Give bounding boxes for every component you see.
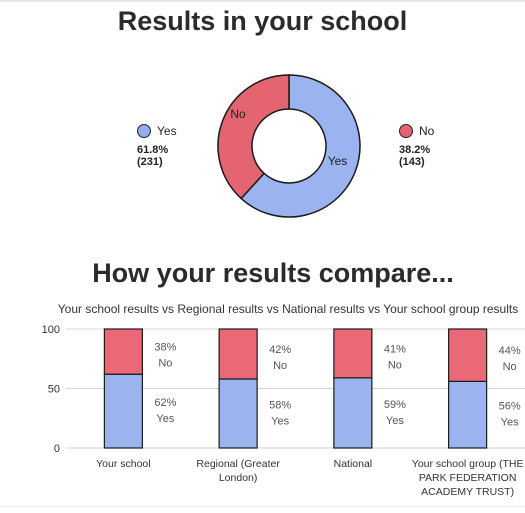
x-category-label: Your school (96, 458, 150, 470)
results-title: Results in your school (117, 6, 408, 36)
bar-yes (448, 380, 488, 449)
data-label-yes-name: Yes (271, 415, 289, 427)
data-label-no-name: No (158, 358, 172, 370)
yes-swatch-icon (137, 124, 151, 138)
legend-no-label: No (419, 124, 435, 138)
y-tick-label: 0 (54, 443, 60, 455)
x-category-label: Your school group (THE (412, 458, 524, 470)
legend-yes-label: Yes (157, 124, 177, 138)
top-divider (0, 0, 525, 2)
data-label-yes-percent: 58% (269, 399, 291, 411)
legend-no-percent: 38.2% (399, 144, 431, 156)
donut-slice-yes (240, 74, 361, 218)
bar-no (103, 328, 143, 375)
bar-yes (103, 373, 143, 449)
legend-yes: Yes 61.8% (231) (137, 124, 177, 168)
legend-yes-count: (231) (137, 156, 163, 168)
legend-no-count: (143) (399, 156, 425, 168)
data-label-yes-name: Yes (156, 413, 174, 425)
bar-no (448, 328, 488, 382)
data-label-yes-name: Yes (386, 415, 404, 427)
donut-label-yes: Yes (328, 154, 348, 168)
bar-no (333, 328, 373, 379)
y-tick-label: 50 (48, 384, 60, 396)
data-label-no-percent: 44% (499, 345, 521, 357)
donut-slice-no (217, 74, 290, 200)
data-label-no-percent: 42% (269, 344, 291, 356)
bottom-divider (0, 506, 525, 507)
x-category-label: ACADEMY TRUST) (421, 486, 514, 498)
data-label-yes-percent: 56% (499, 401, 521, 413)
y-tick-label: 100 (42, 324, 60, 336)
bar-yes (333, 377, 373, 449)
data-label-no-percent: 38% (154, 342, 176, 354)
legend-no: No 38.2% (143) (399, 124, 434, 168)
data-label-yes-name: Yes (501, 417, 519, 429)
legend-yes-percent: 61.8% (137, 144, 169, 156)
compare-subtitle: Your school results vs Regional results … (57, 302, 519, 316)
bar-yes (218, 378, 258, 449)
data-label-yes-percent: 62% (154, 397, 176, 409)
x-category-label: London) (219, 472, 258, 484)
data-label-no-percent: 41% (384, 343, 406, 355)
compare-title: How your results compare... (92, 258, 454, 288)
data-label-no-name: No (273, 360, 287, 372)
no-swatch-icon (399, 124, 413, 138)
data-label-no-name: No (388, 359, 402, 371)
data-label-no-name: No (503, 361, 517, 373)
data-label-yes-percent: 59% (384, 399, 406, 411)
donut-label-no: No (230, 107, 246, 121)
x-category-label: National (334, 458, 373, 470)
bar-no (218, 328, 258, 380)
x-category-label: PARK FEDERATION (419, 472, 517, 484)
x-category-label: Regional (Greater (196, 458, 280, 470)
